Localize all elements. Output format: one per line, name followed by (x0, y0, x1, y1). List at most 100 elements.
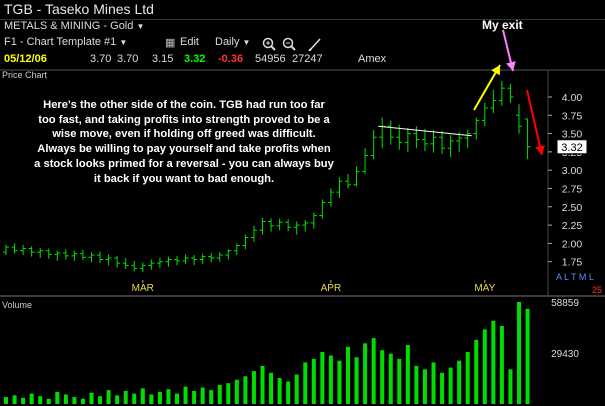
price-bar (174, 255, 180, 266)
sector-row[interactable]: METALS & MINING - Gold ▼ (4, 20, 144, 32)
trendline (378, 125, 472, 137)
volume-bar (55, 391, 60, 404)
chevron-down-icon: ▼ (119, 38, 128, 47)
price-bar (336, 177, 343, 198)
price-bar (524, 118, 531, 160)
zoom-in-icon[interactable] (262, 37, 276, 51)
x-tick-label: APR (321, 283, 342, 294)
title-bar: TGB - Taseko Mines Ltd (0, 0, 605, 20)
price-bar (327, 188, 334, 207)
quote-avg-volume: 27247 (292, 53, 323, 65)
price-bar (199, 253, 206, 264)
symbol-title[interactable]: TGB - Taseko Mines Ltd (4, 1, 154, 17)
yellow-arrow-head (491, 65, 500, 76)
volume-bar (277, 378, 282, 404)
volume-bar (149, 394, 154, 404)
annotation-text: Here's the other side of the coin. TGB h… (34, 99, 334, 185)
price-bar (139, 262, 146, 272)
volume-bar (132, 393, 137, 404)
chevron-down-icon: ▼ (242, 38, 251, 47)
volume-bar (243, 376, 248, 404)
price-bar (498, 80, 505, 106)
price-bar (3, 244, 9, 256)
price-bar (105, 254, 112, 266)
volume-bar (517, 301, 521, 404)
volume-pane-label: Volume (2, 300, 33, 310)
yellow-arrow (473, 64, 501, 111)
my-exit-label: My exit (482, 18, 523, 32)
pink-arrow (502, 29, 516, 72)
scale-buttons: A L T M L (556, 272, 594, 282)
price-bar (225, 249, 232, 260)
volume-bar (251, 371, 256, 404)
price-bar (370, 129, 377, 160)
price-bar (156, 258, 163, 269)
price-bar (464, 129, 471, 149)
price-bar (345, 173, 351, 189)
volume-bar (260, 365, 265, 404)
volume-bar (269, 372, 274, 404)
price-bar (259, 217, 266, 235)
price-bar (456, 132, 463, 152)
volume-bar (98, 396, 103, 404)
zoom-out-icon[interactable] (282, 37, 296, 51)
price-bar (71, 250, 78, 261)
template-label: F1 - Chart Template #1 (4, 36, 117, 48)
price-bar (353, 166, 360, 187)
volume-bar (354, 357, 359, 404)
quote-change: -0.36 (218, 53, 244, 65)
volume-bar (38, 396, 43, 404)
price-bar (182, 254, 189, 264)
volume-bar (46, 398, 51, 404)
price-bar (302, 219, 309, 232)
draw-tool-icon[interactable] (308, 37, 322, 51)
volume-bar (525, 308, 530, 404)
volume-bar (422, 369, 427, 404)
volume-bar (328, 355, 333, 404)
price-bar (216, 252, 223, 262)
price-bar (310, 212, 317, 229)
price-bar (507, 83, 514, 103)
quote-close: 3.32 (184, 53, 206, 65)
volume-bar (157, 391, 162, 404)
price-bar (233, 243, 240, 256)
y-tick-label: 4.00 (562, 92, 583, 104)
scale-number: 25 (592, 285, 602, 295)
volume-bar (80, 398, 85, 404)
volume-tick-label: 58859 (551, 298, 579, 309)
volume-bar (209, 390, 214, 404)
pink-arrow-head (506, 61, 516, 71)
price-chart-label: Price Chart (2, 70, 48, 80)
price-bar (208, 252, 215, 263)
volume-bar (397, 358, 402, 404)
chevron-down-icon[interactable]: ▼ (136, 22, 145, 31)
edit-button[interactable]: Edit (180, 36, 199, 48)
price-bar (45, 248, 52, 259)
volume-bar (371, 338, 376, 404)
volume-bar (465, 352, 470, 404)
quote-high: 3.70 (117, 53, 139, 65)
volume-bar (405, 345, 410, 404)
price-bar (88, 252, 95, 263)
edit-icon[interactable]: ▦ (165, 37, 176, 49)
price-bar (79, 249, 86, 261)
price-bar (285, 219, 292, 231)
last-price-label: 3.32 (561, 142, 582, 154)
price-bar (362, 148, 369, 174)
volume-bar (440, 372, 445, 404)
toolbar: F1 - Chart Template #1 ▼ ▦ Edit Daily ▼ (0, 36, 605, 52)
template-select[interactable]: F1 - Chart Template #1 ▼ (4, 36, 127, 48)
price-bar (165, 256, 172, 267)
quote-date: 05/12/06 (4, 53, 47, 65)
x-tick-label: MAR (132, 283, 154, 294)
y-tick-label: 2.75 (562, 183, 583, 195)
period-select[interactable]: Daily ▼ (215, 36, 250, 48)
volume-bar (388, 353, 393, 404)
price-bar (276, 218, 283, 231)
price-bar (516, 104, 522, 134)
volume-bar (482, 329, 487, 404)
volume-bar (217, 384, 222, 404)
price-bar (319, 199, 326, 219)
volume-bar (175, 393, 179, 404)
